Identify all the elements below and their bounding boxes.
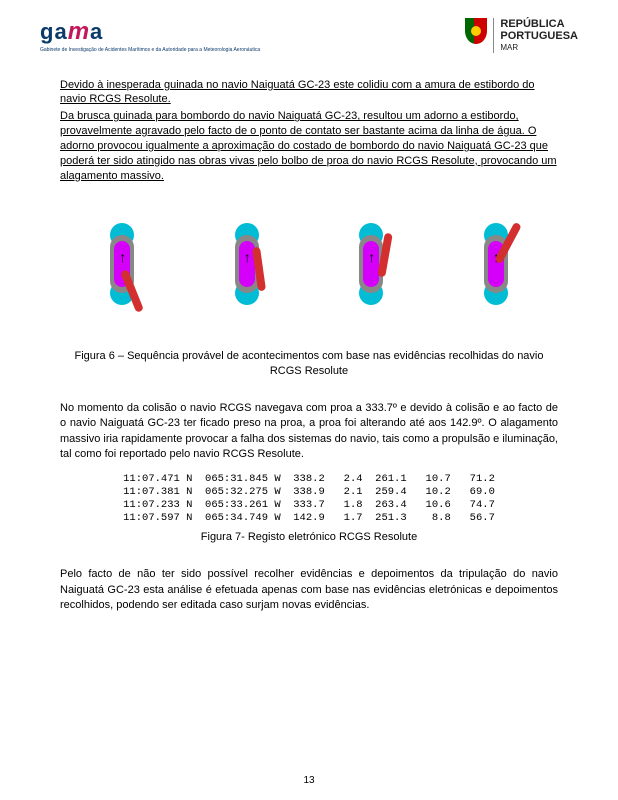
heading-arrow-icon: ↑ [119,249,126,265]
body-paragraph-2: Pelo facto de não ter sido possível reco… [60,567,558,613]
page: gama Gabinete de Investigação de Acident… [0,0,618,643]
collision-diagrams: ↑ ↑ ↑ ↑ [60,219,558,319]
figure-7-caption: Figura 7- Registo eletrónico RCGS Resolu… [60,531,558,543]
ship-diagram-3: ↑ [331,219,411,319]
logo-gama: gama [40,18,260,46]
logo-text-m: m [68,18,90,45]
rep-line2: PORTUGUESA [500,30,578,42]
logo-text-a: a [90,19,103,44]
content: Devido à inesperada guinada no navio Nai… [40,78,578,614]
shield-icon [465,18,487,44]
page-number: 13 [0,775,618,786]
logo-subtitle: Gabinete de Investigação de Acidentes Ma… [40,48,260,54]
ship-diagram-1: ↑ [82,219,162,319]
rep-line1: REPÚBLICA [500,18,578,30]
heading-arrow-icon: ↑ [244,249,251,265]
figure-7-data: 11:07.471 N 065:31.845 W 338.2 2.4 261.1… [123,473,495,526]
ship-diagram-4: ↑ [456,219,536,319]
republic-text: REPÚBLICA PORTUGUESA MAR [493,18,578,53]
logo-text-ga: ga [40,19,68,44]
body-paragraph-1: No momento da colisão o navio RCGS naveg… [60,401,558,463]
rep-mar: MAR [500,44,578,53]
underlined-para-2: Da brusca guinada para bombordo do navio… [60,109,558,183]
logo-left: gama Gabinete de Investigação de Acident… [40,18,260,54]
figure-6-caption: Figura 6 – Sequência provável de acontec… [60,349,558,379]
logo-right: REPÚBLICA PORTUGUESA MAR [465,18,578,53]
heading-arrow-icon: ↑ [368,249,375,265]
ship-diagram-2: ↑ [207,219,287,319]
header: gama Gabinete de Investigação de Acident… [40,18,578,54]
underlined-para-1: Devido à inesperada guinada no navio Nai… [60,78,558,108]
